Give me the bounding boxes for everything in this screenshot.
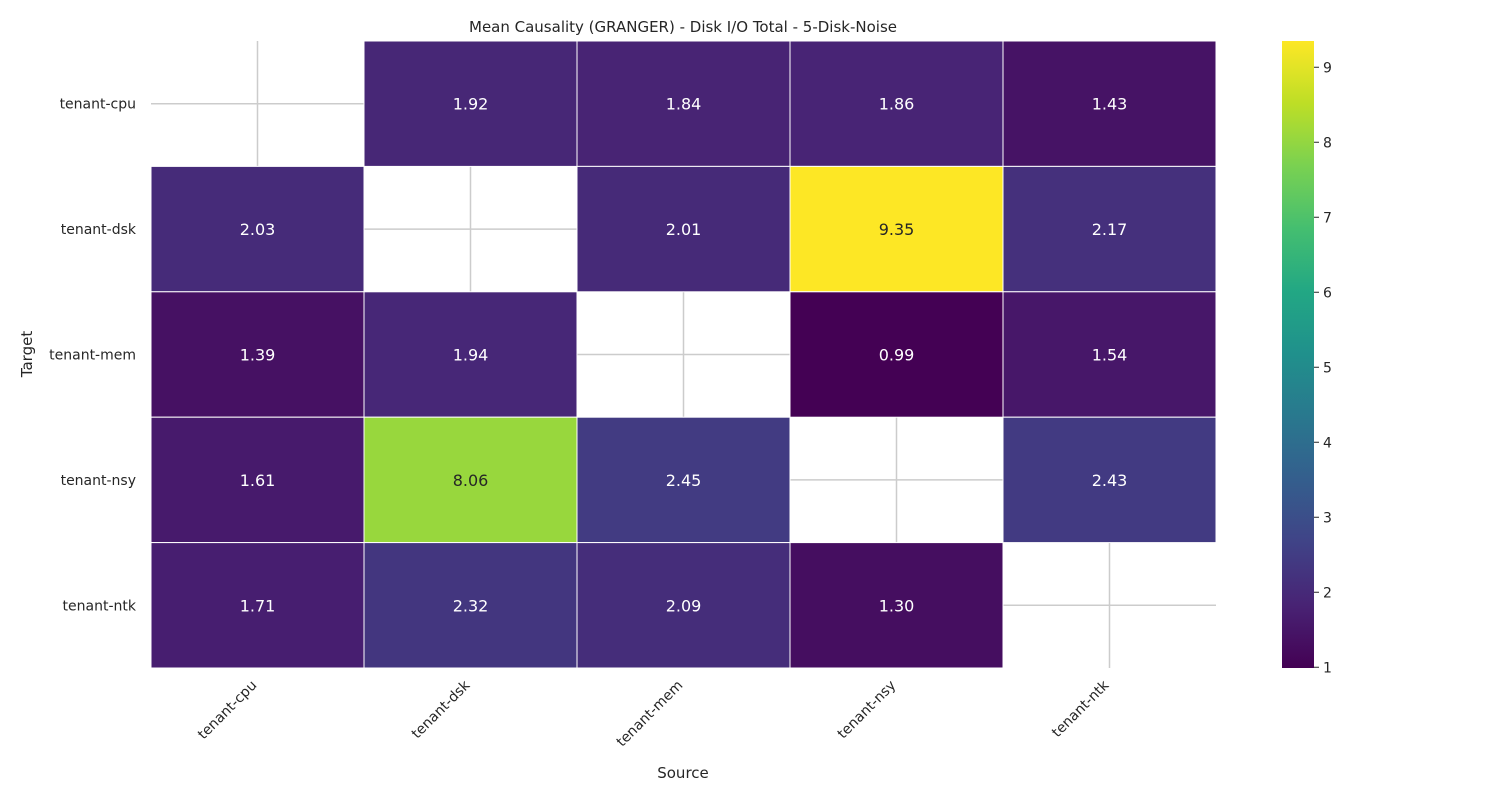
heatmap-cell: [789, 542, 1004, 669]
cell-value-label: 1.30: [879, 596, 915, 615]
heatmap-cell: [789, 165, 1004, 293]
colorbar-tick-label: 5: [1323, 360, 1332, 376]
colorbar-tick-label: 2: [1323, 585, 1332, 601]
colorbar-tick-label: 8: [1323, 135, 1332, 151]
cell-value-label: 1.84: [666, 95, 702, 114]
heatmap-cell: [1002, 291, 1217, 418]
heatmap-cell: [150, 165, 365, 293]
heatmap-cell: [150, 291, 365, 418]
colorbar-tick-label: 3: [1323, 510, 1332, 526]
plot-area: 1.92 1.84 1.86 1.43 2.03 2.01 9.35 2.17 1.39 1.94…: [150, 40, 1217, 669]
colorbar-tick-label: 9: [1323, 60, 1332, 76]
cell-value-label: 2.17: [1092, 220, 1128, 239]
heatmap-cell: [576, 40, 791, 167]
colorbar: 1 2 3 4 5 6 7 8 9: [1282, 41, 1332, 676]
cell-value-label: 1.54: [1092, 346, 1128, 365]
heatmap-cell: [576, 542, 791, 669]
cell-value-label: 2.43: [1092, 471, 1128, 490]
x-axis-label: Source: [657, 764, 709, 782]
heatmap-cell: [363, 416, 578, 544]
colorbar-tick-label: 7: [1323, 210, 1332, 226]
cell-value-label: 8.06: [453, 471, 489, 490]
cell-value-label: 2.32: [453, 596, 489, 615]
heatmap-cell: [1002, 40, 1217, 167]
heatmap-cell: [789, 291, 1004, 418]
x-tick-label: tenant-ntk: [1049, 677, 1113, 741]
cell-value-label: 2.03: [240, 220, 276, 239]
cell-value-label: 2.01: [666, 220, 702, 239]
heatmap-cell: [1002, 165, 1217, 293]
x-tick-label: tenant-mem: [614, 678, 687, 751]
cell-value-label: 1.86: [879, 95, 915, 114]
y-tick-label: tenant-mem: [49, 348, 136, 364]
heatmap-cell: [363, 40, 578, 167]
x-tick-label: tenant-nsy: [835, 678, 900, 743]
x-tick-labels: tenant-cpu tenant-dsk tenant-mem tenant-nsy…: [195, 677, 1113, 750]
colorbar-tick-label: 4: [1323, 435, 1332, 451]
heatmap-cell: [150, 542, 365, 669]
heatmap-cell: [150, 416, 365, 544]
x-tick-label: tenant-cpu: [195, 678, 260, 743]
heatmap-cell: [1002, 416, 1217, 544]
y-tick-label: tenant-dsk: [61, 222, 137, 238]
y-axis-label: Target: [18, 331, 36, 379]
cell-value-label: 1.94: [453, 346, 489, 365]
y-tick-label: tenant-cpu: [60, 97, 136, 113]
cell-value-label: 1.92: [453, 95, 489, 114]
cell-value-label: 2.45: [666, 471, 702, 490]
heatmap-cell: [576, 165, 791, 293]
y-tick-labels: tenant-cpu tenant-dsk tenant-mem tenant-nsy…: [49, 97, 137, 615]
cell-value-label: 1.39: [240, 346, 276, 365]
y-tick-label: tenant-nsy: [61, 473, 136, 489]
colorbar-gradient: [1282, 41, 1314, 668]
cell-value-label: 1.43: [1092, 95, 1128, 114]
cell-value-label: 2.09: [666, 596, 702, 615]
cell-value-label: 1.61: [240, 471, 276, 490]
cell-value-label: 1.71: [240, 596, 276, 615]
heatmap-cell: [363, 291, 578, 418]
heatmap-cell: [363, 542, 578, 669]
colorbar-tick-label: 1: [1323, 660, 1332, 676]
x-tick-label: tenant-dsk: [409, 677, 474, 742]
heatmap-cell: [576, 416, 791, 544]
chart-title: Mean Causality (GRANGER) - Disk I/O Tota…: [469, 18, 897, 36]
cell-value-label: 0.99: [879, 346, 915, 365]
colorbar-tick-label: 6: [1323, 285, 1332, 301]
cell-value-label: 9.35: [879, 220, 915, 239]
y-tick-label: tenant-ntk: [63, 598, 137, 614]
